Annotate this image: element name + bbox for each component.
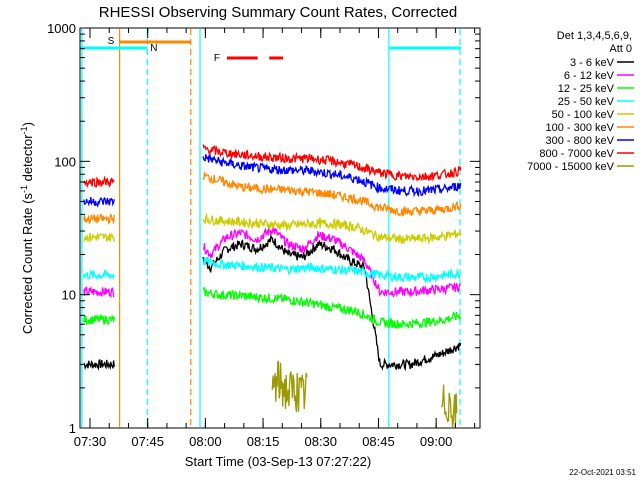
n-label: N: [150, 43, 157, 54]
series-2-trace-1: [202, 286, 462, 330]
series-7-trace-1: [202, 144, 462, 183]
y-tick-label-2: 100: [54, 154, 76, 169]
series-2: [83, 286, 462, 330]
legend-label-2: 12 - 25 keV: [558, 83, 615, 95]
series-5: [83, 171, 462, 225]
legend-label-1: 6 - 12 keV: [564, 70, 615, 82]
x-tick-label-3: 08:15: [247, 434, 280, 449]
y-axis-label: Corrected Count Rate (s-1 detector-1): [19, 122, 35, 334]
series-0-trace-0: [83, 359, 115, 371]
legend-header-line-2: Att 0: [609, 43, 632, 55]
legend-label-3: 25 - 50 keV: [558, 96, 615, 108]
y-tick-label-0: 1: [69, 421, 76, 436]
series-6-trace-0: [83, 196, 115, 209]
series-4-trace-1: [202, 212, 462, 245]
series-8-trace-1: [440, 384, 458, 428]
series-6: [83, 153, 462, 209]
series-7-trace-0: [83, 175, 115, 189]
footer-timestamp: 22-Oct-2021 03:51: [569, 468, 636, 477]
y-axis-label-part-2: detector: [20, 134, 35, 185]
series-2-trace-0: [83, 313, 115, 326]
chart-title: RHESSI Observing Summary Count Rates, Co…: [99, 4, 457, 21]
series-1-trace-1: [202, 226, 462, 298]
s-label: S: [108, 36, 115, 47]
y-tick-label-1: 10: [62, 288, 76, 303]
x-tick-label-4: 08:30: [304, 434, 337, 449]
series-3-trace-0: [83, 268, 115, 281]
x-tick-label-6: 09:00: [420, 434, 453, 449]
x-axis: 07:30 07:45 08:00 08:15 08:30 08:45 09:00: [74, 28, 476, 449]
series-6-trace-1: [202, 153, 462, 198]
legend-label-6: 300 - 800 keV: [546, 135, 615, 147]
series-5-trace-1: [202, 171, 462, 217]
series-3: [83, 256, 461, 284]
series-8-trace-0: [271, 360, 308, 413]
series-5-trace-0: [83, 212, 115, 225]
legend-label-4: 50 - 100 keV: [552, 109, 615, 121]
series-1: [83, 226, 462, 299]
series-0: [83, 233, 462, 372]
f-label: F: [214, 53, 220, 64]
series-4-trace-0: [83, 231, 115, 243]
series-7: [83, 144, 462, 189]
series-8: [271, 360, 458, 428]
y-tick-label-3: 1000: [47, 21, 76, 36]
y-axis-label-part-3: ): [20, 122, 35, 126]
x-tick-label-1: 07:45: [131, 434, 164, 449]
x-axis-label: Start Time (03-Sep-13 07:27:22): [185, 454, 371, 469]
x-tick-label-2: 08:00: [189, 434, 222, 449]
series-4: [83, 212, 462, 245]
legend-header-line-1: Det 1,3,4,5,6,9,: [557, 30, 632, 42]
legend-label-0: 3 - 6 keV: [570, 57, 615, 69]
plot-area: S N F: [80, 29, 462, 428]
y-axis-label-sup-2: -1: [19, 126, 29, 134]
series-1-trace-0: [83, 285, 115, 299]
y-axis: 1 10 100 1000: [47, 21, 480, 436]
series-0-trace-1: [202, 233, 462, 372]
legend-label-7: 800 - 7000 keV: [539, 148, 614, 160]
y-axis-label-sup-1: -1: [19, 185, 29, 193]
x-tick-label-0: 07:30: [74, 434, 107, 449]
series-3-trace-1: [202, 256, 461, 284]
x-tick-label-5: 08:45: [362, 434, 395, 449]
legend-label-8: 7000 - 15000 keV: [527, 161, 615, 173]
plot-frame: [79, 27, 481, 429]
y-axis-label-part-1: Corrected Count Rate (s: [20, 193, 35, 334]
legend-label-5: 100 - 300 keV: [546, 122, 615, 134]
